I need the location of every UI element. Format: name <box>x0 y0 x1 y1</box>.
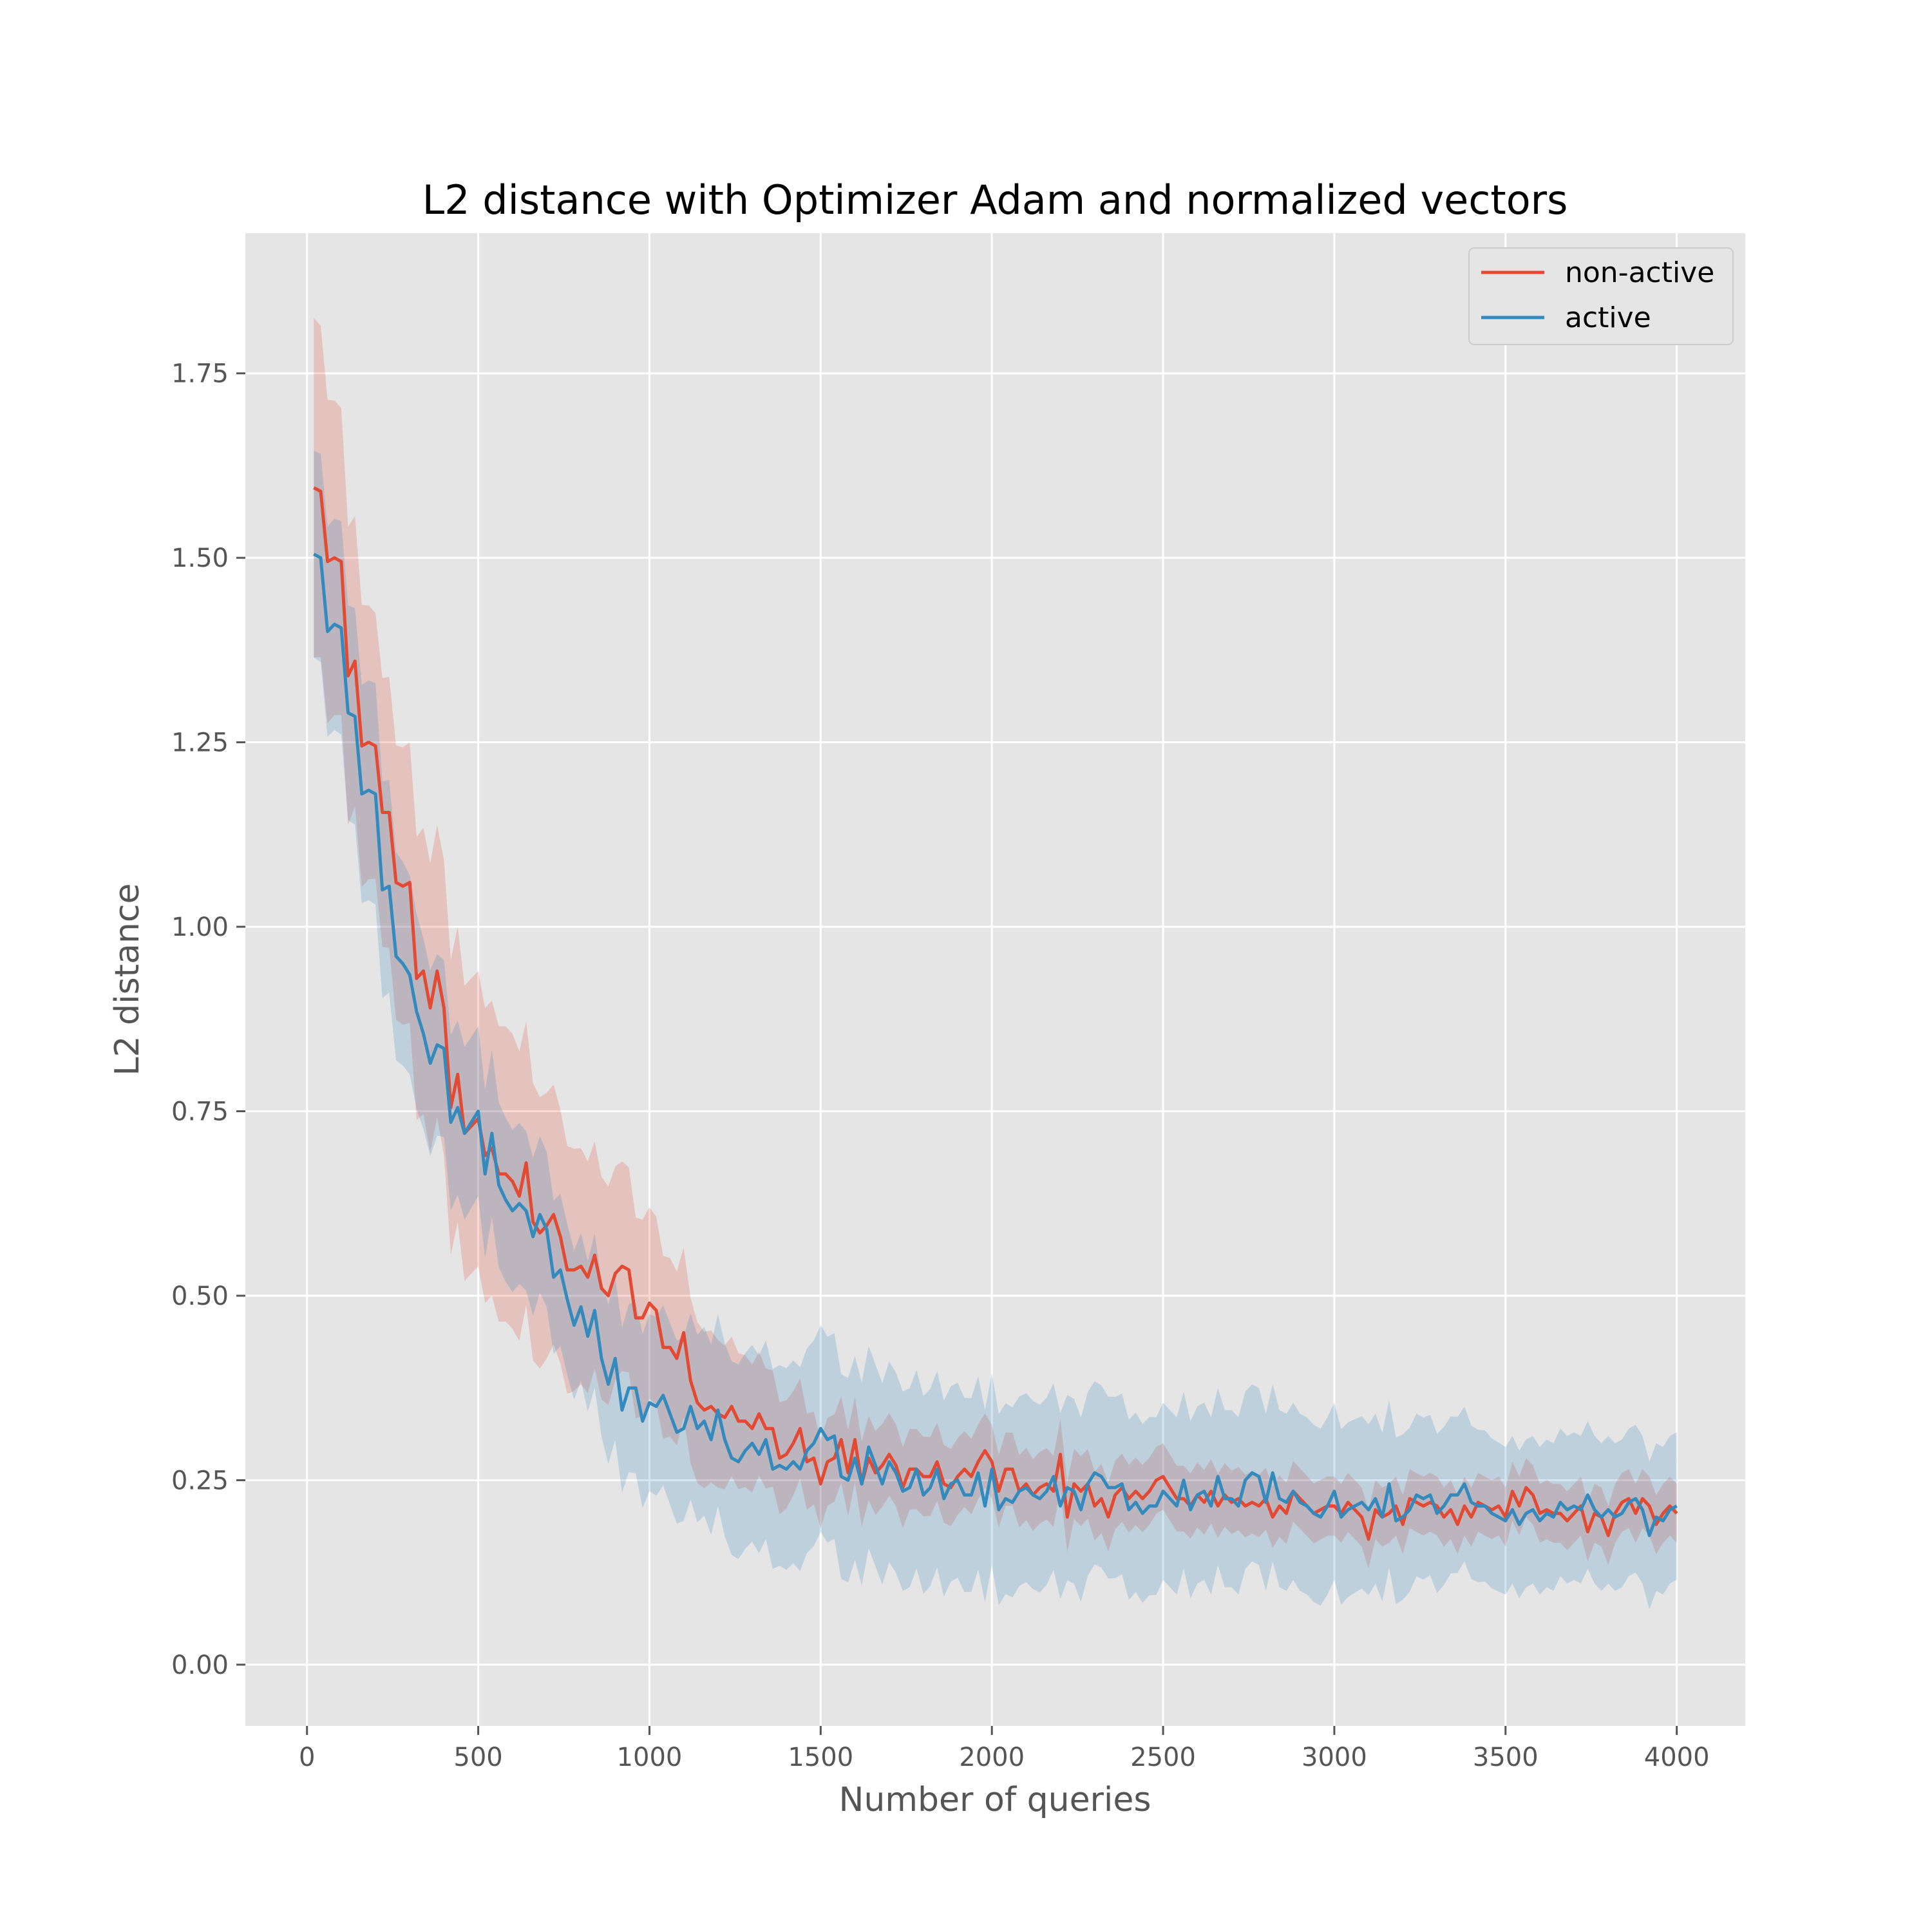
x-tick-label: 3500 <box>1473 1743 1539 1772</box>
chart-title: L2 distance with Optimizer Adam and norm… <box>422 176 1568 223</box>
x-tick-label: 1500 <box>788 1743 853 1772</box>
legend: non-active active <box>1468 247 1734 345</box>
confidence-bands <box>314 317 1677 1609</box>
y-tick-label: 1.50 <box>171 544 229 573</box>
y-axis-ticks: 0.00 0.25 0.50 0.75 1.00 1.25 1.50 1.75 <box>171 359 245 1680</box>
band-active <box>314 451 1677 1609</box>
x-tick-label: 4000 <box>1644 1743 1710 1772</box>
x-axis-ticks: 0 500 1000 1500 2000 2500 3000 3500 4000 <box>299 1726 1710 1772</box>
x-tick-label: 1000 <box>617 1743 683 1772</box>
y-tick-label: 0.75 <box>171 1097 229 1127</box>
series-line-non-active <box>313 486 1678 1541</box>
y-tick-label: 0.00 <box>171 1651 229 1680</box>
y-tick-label: 0.25 <box>171 1466 229 1495</box>
y-axis-label: L2 distance <box>108 884 147 1076</box>
series-line-active <box>313 553 1678 1537</box>
legend-label-active: active <box>1565 301 1651 334</box>
y-tick-label: 0.50 <box>171 1282 229 1311</box>
band-non-active <box>314 317 1677 1569</box>
x-tick-label: 0 <box>299 1743 315 1772</box>
x-axis-label: Number of queries <box>839 1781 1151 1819</box>
x-tick-label: 2500 <box>1130 1743 1196 1772</box>
y-tick-label: 1.00 <box>171 913 229 942</box>
x-tick-label: 500 <box>453 1743 502 1772</box>
legend-label-non-active: non-active <box>1565 256 1714 289</box>
x-tick-label: 2000 <box>959 1743 1025 1772</box>
y-tick-label: 1.75 <box>171 359 229 389</box>
x-tick-label: 3000 <box>1302 1743 1367 1772</box>
series-lines <box>313 486 1678 1541</box>
y-tick-label: 1.25 <box>171 728 229 758</box>
